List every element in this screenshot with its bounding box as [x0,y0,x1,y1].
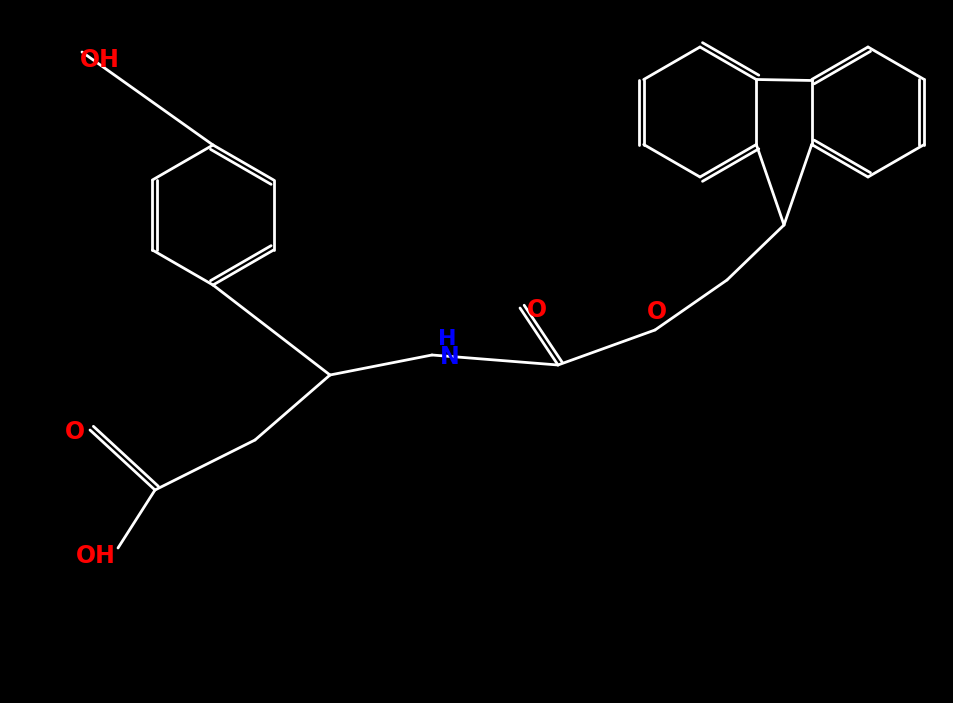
Text: O: O [646,300,666,324]
Text: H: H [437,329,456,349]
Text: OH: OH [76,544,116,568]
Text: OH: OH [80,48,120,72]
Text: N: N [439,345,459,369]
Text: O: O [526,298,546,322]
Text: O: O [65,420,85,444]
